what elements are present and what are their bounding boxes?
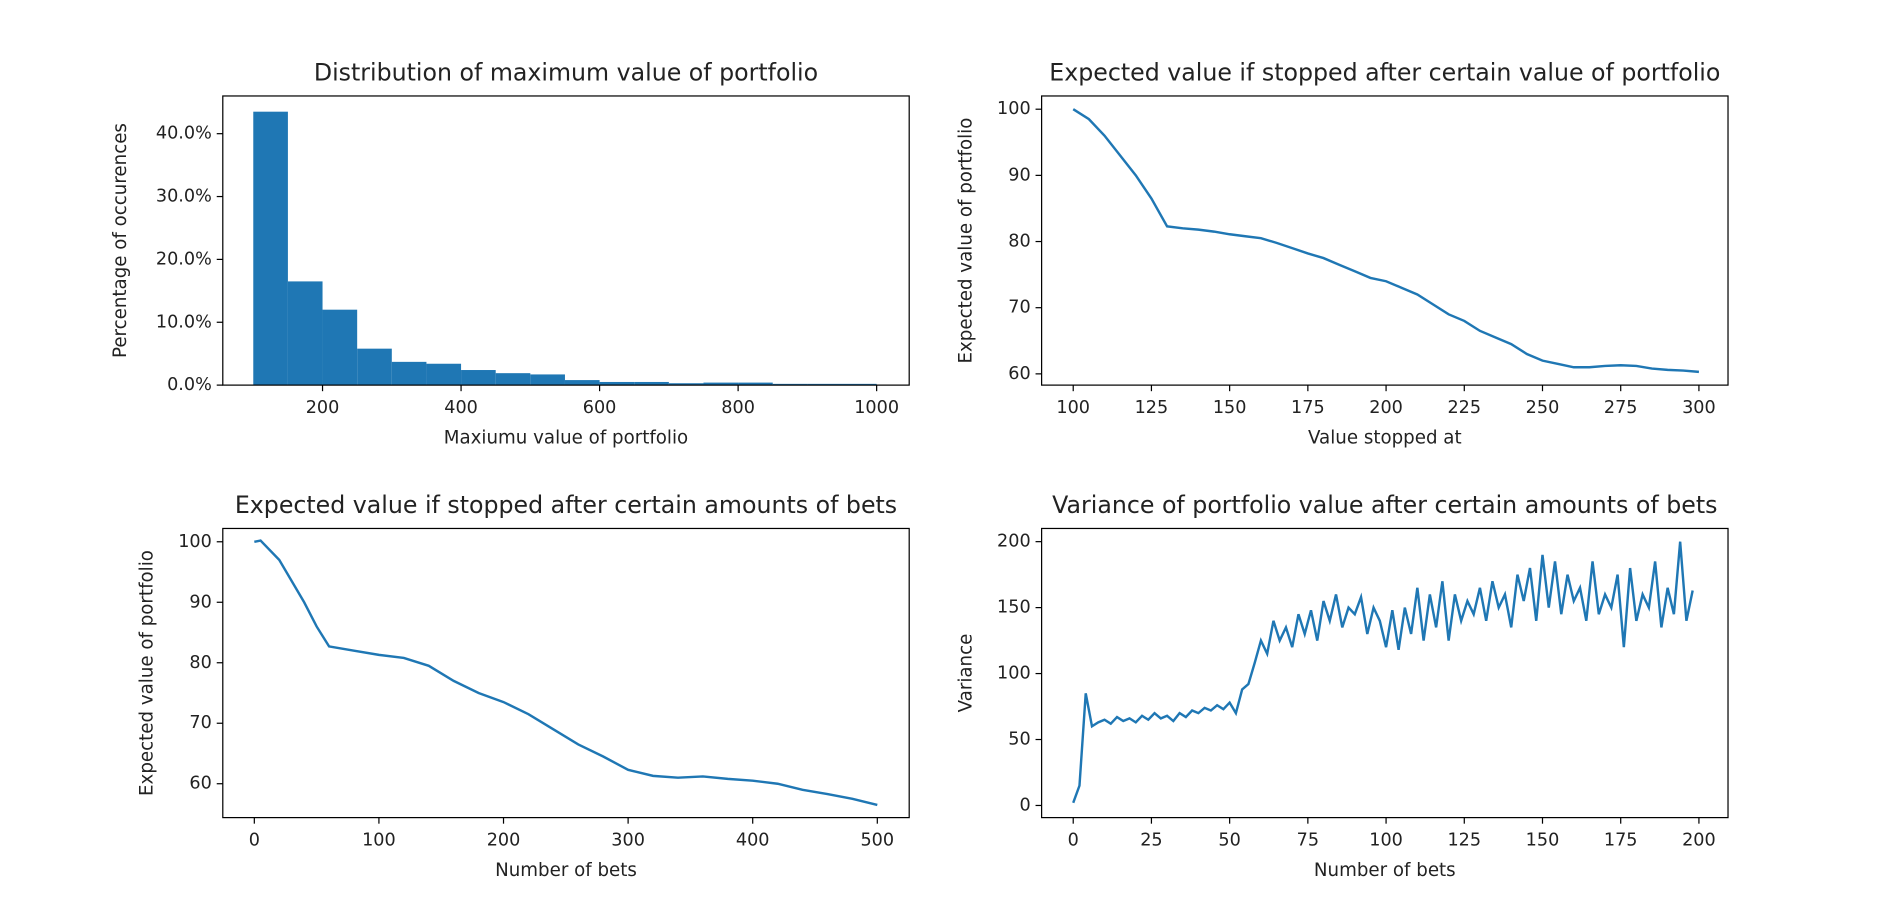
bar	[738, 382, 773, 386]
x-tick-label: 600	[583, 398, 617, 418]
bar	[564, 380, 600, 386]
x-tick-label: 175	[1291, 398, 1325, 418]
bar	[599, 381, 635, 386]
bar	[495, 373, 531, 386]
bar	[391, 361, 427, 386]
chart-title: Expected value if stopped after certain …	[235, 491, 897, 519]
x-tick-label: 225	[1447, 398, 1481, 418]
y-tick-label: 10.0%	[156, 312, 212, 332]
y-tick-label: 70	[189, 713, 211, 733]
y-tick-label: 200	[997, 532, 1031, 552]
bar	[287, 281, 323, 386]
x-tick-label: 400	[444, 398, 478, 418]
x-tick-label: 200	[1369, 398, 1403, 418]
bar	[668, 383, 704, 386]
y-tick-label: 150	[997, 598, 1031, 618]
y-tick-label: 0.0%	[167, 375, 212, 395]
x-tick-label: 250	[1526, 398, 1560, 418]
x-tick-label: 200	[306, 398, 340, 418]
y-tick-label: 0	[1019, 795, 1030, 815]
chart-title: Expected value if stopped after certain …	[1049, 59, 1720, 87]
bar	[634, 381, 669, 386]
axes-frame	[1041, 95, 1729, 386]
chart-title: Distribution of maximum value of portfol…	[314, 59, 818, 87]
y-tick-label: 100	[997, 664, 1031, 684]
x-tick-label: 300	[1682, 398, 1716, 418]
y-tick-label: 60	[189, 774, 211, 794]
axes-frame	[222, 527, 910, 819]
bar	[253, 111, 288, 386]
x-tick-label: 275	[1604, 398, 1638, 418]
line	[1072, 108, 1700, 374]
y-tick-label: 40.0%	[156, 124, 212, 144]
x-tick-label: 800	[721, 398, 755, 418]
y-axis-label: Expected value of portfolio	[136, 550, 157, 796]
bar	[530, 374, 565, 386]
y-tick-label: 90	[189, 592, 211, 612]
y-tick-label: 100	[997, 99, 1031, 119]
y-axis-label: Expected value of portfolio	[955, 118, 976, 364]
x-tick-label: 125	[1447, 831, 1481, 851]
x-axis-label: Maxiumu value of portfolio	[444, 428, 688, 449]
x-axis-label: Number of bets	[1314, 860, 1456, 881]
x-tick-label: 1000	[854, 398, 899, 418]
chart-title: Variance of portfolio value after certai…	[1052, 491, 1717, 519]
x-tick-label: 75	[1297, 831, 1319, 851]
axes-frame	[1041, 527, 1729, 819]
y-tick-label: 70	[1008, 298, 1030, 318]
x-tick-label: 500	[860, 831, 894, 851]
y-axis-label: Variance	[955, 634, 976, 713]
x-tick-label: 100	[362, 831, 396, 851]
x-tick-label: 50	[1218, 831, 1240, 851]
bar	[357, 348, 392, 386]
axes-frame	[222, 95, 910, 386]
x-tick-label: 200	[487, 831, 521, 851]
x-tick-label: 150	[1213, 398, 1247, 418]
x-axis-label: Value stopped at	[1308, 428, 1462, 449]
y-tick-label: 80	[189, 653, 211, 673]
y-tick-label: 60	[1008, 364, 1030, 384]
bar	[703, 382, 739, 386]
x-axis-label: Number of bets	[495, 860, 637, 881]
bar	[426, 363, 462, 386]
line	[254, 539, 878, 807]
x-tick-label: 0	[249, 831, 260, 851]
line	[1072, 541, 1694, 804]
x-tick-label: 0	[1068, 831, 1079, 851]
y-tick-label: 50	[1008, 730, 1030, 750]
y-tick-label: 100	[178, 532, 212, 552]
bar	[842, 383, 877, 386]
bar	[461, 370, 496, 386]
x-tick-label: 150	[1526, 831, 1560, 851]
x-tick-label: 100	[1056, 398, 1090, 418]
x-tick-label: 25	[1140, 831, 1162, 851]
y-axis-label: Percentage of occurences	[110, 123, 131, 358]
x-tick-label: 175	[1604, 831, 1638, 851]
y-tick-label: 90	[1008, 165, 1030, 185]
x-tick-label: 100	[1369, 831, 1403, 851]
y-tick-label: 80	[1008, 232, 1030, 252]
bar	[322, 309, 358, 386]
y-tick-label: 30.0%	[156, 187, 212, 207]
x-tick-label: 200	[1682, 831, 1716, 851]
bar	[772, 383, 808, 386]
x-tick-label: 300	[611, 831, 645, 851]
x-tick-label: 400	[736, 831, 770, 851]
bar	[807, 383, 843, 386]
x-tick-label: 125	[1135, 398, 1169, 418]
y-tick-label: 20.0%	[156, 249, 212, 269]
